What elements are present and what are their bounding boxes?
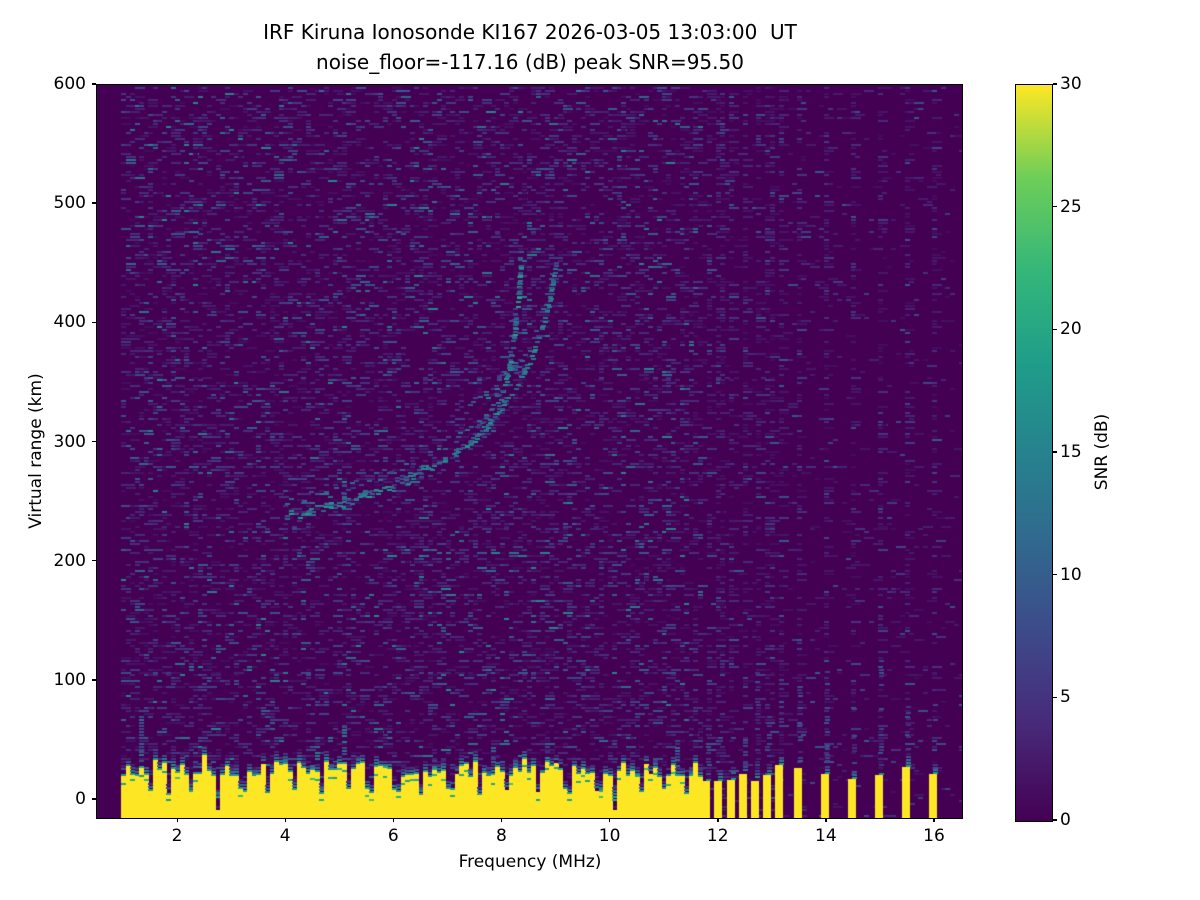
y-tick-label: 0 bbox=[75, 789, 86, 810]
x-tick-label: 4 bbox=[279, 826, 291, 846]
colorbar-tick-mark bbox=[1053, 696, 1057, 699]
y-tick-label: 100 bbox=[53, 669, 86, 690]
colorbar-tick-label: 0 bbox=[1060, 810, 1071, 830]
colorbar-tick-mark bbox=[1053, 819, 1057, 821]
x-tick-label: 12 bbox=[706, 826, 729, 846]
y-tick-label: 600 bbox=[53, 74, 86, 94]
x-tick-mark bbox=[500, 818, 503, 822]
x-tick-mark bbox=[176, 818, 178, 822]
ionogram-heatmap-canvas bbox=[97, 85, 962, 818]
y-tick-label: 500 bbox=[53, 193, 86, 214]
x-tick-label: 16 bbox=[923, 826, 945, 846]
colorbar-tick-label: 5 bbox=[1060, 687, 1071, 708]
y-tick-mark bbox=[92, 560, 96, 562]
y-tick-mark bbox=[92, 321, 96, 324]
x-tick-label: 8 bbox=[496, 826, 507, 846]
x-tick-label: 6 bbox=[387, 826, 399, 846]
y-tick-label: 300 bbox=[53, 431, 86, 452]
x-axis-label: Frequency (MHz) bbox=[458, 852, 602, 872]
y-tick-mark bbox=[92, 83, 96, 85]
x-tick-mark bbox=[284, 818, 287, 822]
colorbar-gradient-canvas bbox=[1016, 85, 1052, 821]
x-tick-mark bbox=[717, 818, 719, 822]
chart-title: IRF Kiruna Ionosonde KI167 2026-03-05 13… bbox=[263, 20, 797, 44]
colorbar-tick-mark bbox=[1053, 451, 1057, 453]
colorbar-tick-label: 20 bbox=[1060, 319, 1082, 340]
x-tick-label: 2 bbox=[171, 826, 183, 846]
colorbar-tick-label: 15 bbox=[1060, 442, 1082, 462]
x-tick-mark bbox=[933, 818, 935, 822]
y-tick-mark bbox=[92, 440, 96, 443]
colorbar-tick-mark bbox=[1053, 205, 1057, 208]
y-tick-label: 400 bbox=[53, 312, 86, 333]
chart-subtitle: noise_floor=-117.16 (dB) peak SNR=95.50 bbox=[316, 50, 744, 74]
colorbar-tick-mark bbox=[1053, 328, 1057, 331]
plot-area bbox=[96, 84, 963, 819]
y-tick-label: 200 bbox=[53, 550, 86, 571]
colorbar-tick-mark bbox=[1053, 83, 1057, 85]
x-tick-mark bbox=[609, 818, 611, 822]
colorbar bbox=[1015, 84, 1053, 822]
colorbar-tick-label: 30 bbox=[1060, 74, 1082, 94]
x-tick-label: 10 bbox=[598, 826, 621, 846]
y-tick-mark bbox=[92, 798, 96, 800]
colorbar-tick-mark bbox=[1053, 573, 1057, 576]
colorbar-tick-label: 10 bbox=[1060, 564, 1082, 585]
y-tick-mark bbox=[92, 202, 96, 204]
x-tick-label: 14 bbox=[815, 826, 837, 846]
x-tick-mark bbox=[392, 818, 395, 822]
colorbar-tick-label: 25 bbox=[1060, 196, 1082, 217]
x-tick-mark bbox=[825, 818, 827, 822]
y-tick-mark bbox=[92, 679, 96, 681]
